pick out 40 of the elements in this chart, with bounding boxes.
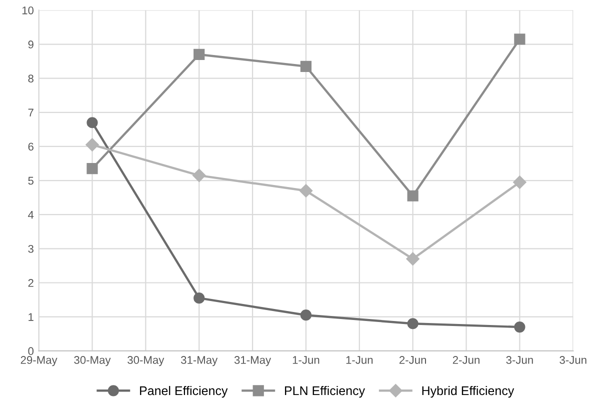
legend-label: PLN Efficiency <box>285 386 366 398</box>
point <box>407 190 418 202</box>
point <box>300 310 312 321</box>
y-tick-label: 10 <box>22 6 34 14</box>
y-tick-label: 0 <box>28 347 34 356</box>
y-tick-label: 3 <box>28 244 34 253</box>
y-tick-label: 8 <box>28 74 34 82</box>
x-tick-label: 31-May <box>181 356 218 366</box>
x-tick-label: 31-May <box>234 356 272 366</box>
point <box>300 60 312 72</box>
y-tick-label: 7 <box>28 108 34 116</box>
legend-label: Panel Efficiency <box>140 386 228 398</box>
point <box>514 34 526 45</box>
point <box>513 176 526 189</box>
x-tick-label: 3-Jun <box>560 356 586 364</box>
x-tick-label: 2-Jun <box>452 356 480 364</box>
point <box>299 184 313 198</box>
point <box>194 292 205 304</box>
point <box>514 321 526 333</box>
x-tick-label: 1-Jun <box>346 356 373 364</box>
y-tick-label: 1 <box>28 313 34 321</box>
legend-label: Hybrid Efficiency <box>422 386 514 398</box>
x-tick-label: 30-May <box>74 356 111 366</box>
point <box>86 163 98 174</box>
y-tick-label: 5 <box>28 176 34 185</box>
point <box>86 117 98 128</box>
x-tick-label: 3-Jun <box>506 356 533 364</box>
point <box>194 48 205 60</box>
y-tick-label: 6 <box>28 142 34 151</box>
point <box>406 252 420 266</box>
x-tick-label: 29-May <box>20 356 58 366</box>
y-tick-label: 4 <box>28 210 34 219</box>
point <box>86 138 99 152</box>
y-tick-label: 9 <box>28 40 34 48</box>
point <box>192 168 206 182</box>
x-tick-label: 2-Jun <box>399 356 426 364</box>
x-tick-label: 30-May <box>128 356 164 366</box>
y-tick-label: 2 <box>28 279 34 287</box>
x-tick-label: 1-Jun <box>292 356 320 364</box>
point <box>407 318 418 330</box>
